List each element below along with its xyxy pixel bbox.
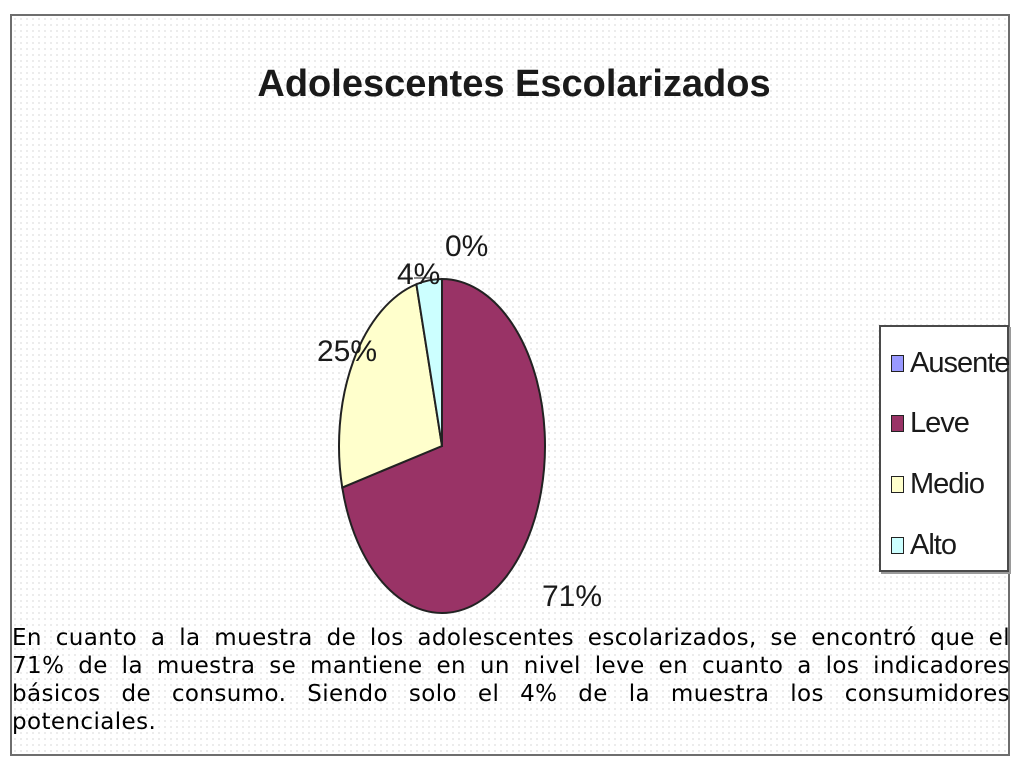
pie-chart: Adolescentes Escolarizados 0% 71% 25% 4% (257, 63, 771, 614)
legend-item-alto: Alto (891, 529, 957, 562)
legend-swatch-alto (891, 537, 904, 554)
legend-label-medio: Medio (910, 468, 985, 500)
pie-label-alto: 4% (397, 258, 440, 291)
legend-swatch-leve (891, 415, 904, 432)
legend-item-leve: Leve (891, 407, 970, 440)
legend-item-ausente: Ausente (891, 347, 1010, 380)
pie-slice-medio (338, 282, 444, 489)
legend-item-medio: Medio (891, 468, 985, 501)
legend-label-ausente: Ausente (910, 347, 1010, 379)
legend-label-leve: Leve (910, 407, 970, 439)
pie-slice-alto (415, 277, 443, 447)
chart-title: Adolescentes Escolarizados (257, 63, 770, 105)
pie-slice-leve (341, 277, 546, 614)
pie-label-leve: 71% (542, 580, 602, 613)
legend-swatch-medio (891, 476, 904, 493)
pie-label-medio: 25% (317, 335, 377, 368)
legend-swatch-ausente (891, 355, 904, 372)
chart-legend: Ausente Leve Medio Alto (879, 325, 1010, 572)
pie-label-ausente: 0% (445, 230, 488, 263)
legend-label-alto: Alto (910, 529, 957, 561)
chart-caption: En cuanto a la muestra de los adolescent… (12, 625, 1010, 735)
